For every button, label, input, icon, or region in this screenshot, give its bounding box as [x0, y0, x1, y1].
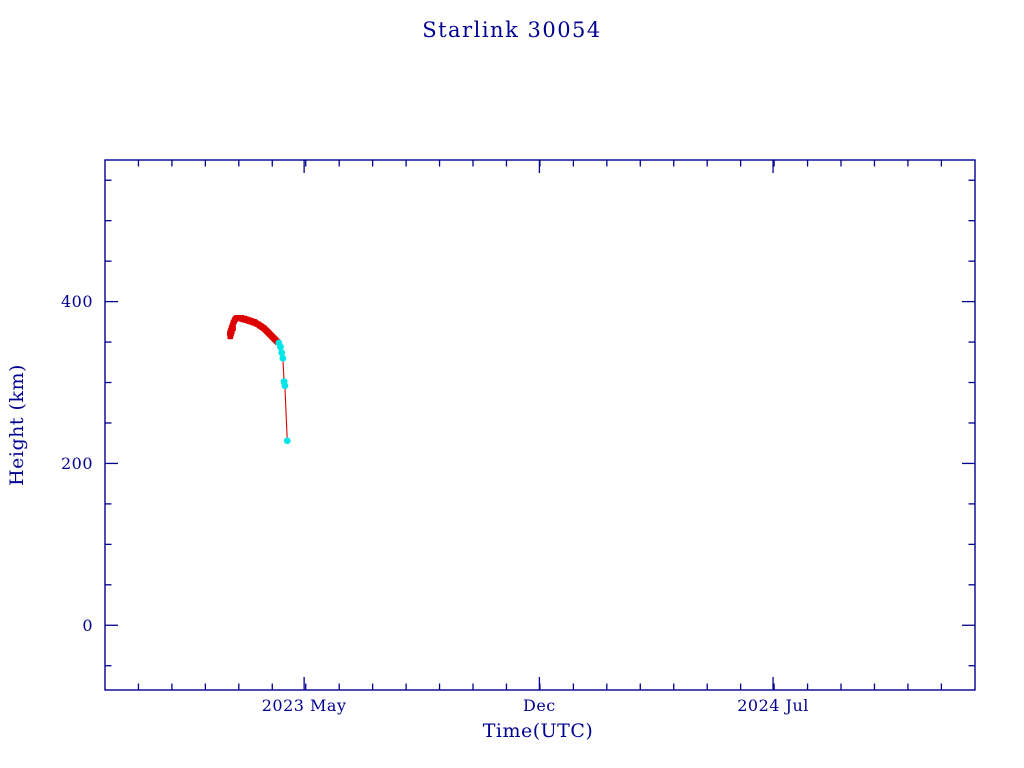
decay-points-marker	[283, 437, 291, 445]
decay-points-marker	[281, 382, 289, 390]
tracked-height-marker	[230, 325, 236, 332]
plot-frame	[104, 159, 976, 691]
chart-title: Starlink 30054	[422, 18, 602, 42]
x-tick-label: 2024 Jul	[737, 696, 809, 715]
x-tick-label: Dec	[523, 696, 556, 715]
decay-points-marker	[278, 349, 286, 356]
y-tick-label: 0	[82, 616, 93, 635]
y-axis-label: Height (km)	[6, 364, 28, 486]
y-tick-label: 400	[61, 292, 93, 311]
decay-points-marker	[279, 354, 287, 362]
decay-points-marker	[277, 343, 284, 351]
x-axis-label: Time(UTC)	[482, 720, 594, 742]
y-tick-label: 200	[61, 454, 93, 473]
x-tick-label: 2023 May	[262, 696, 347, 715]
